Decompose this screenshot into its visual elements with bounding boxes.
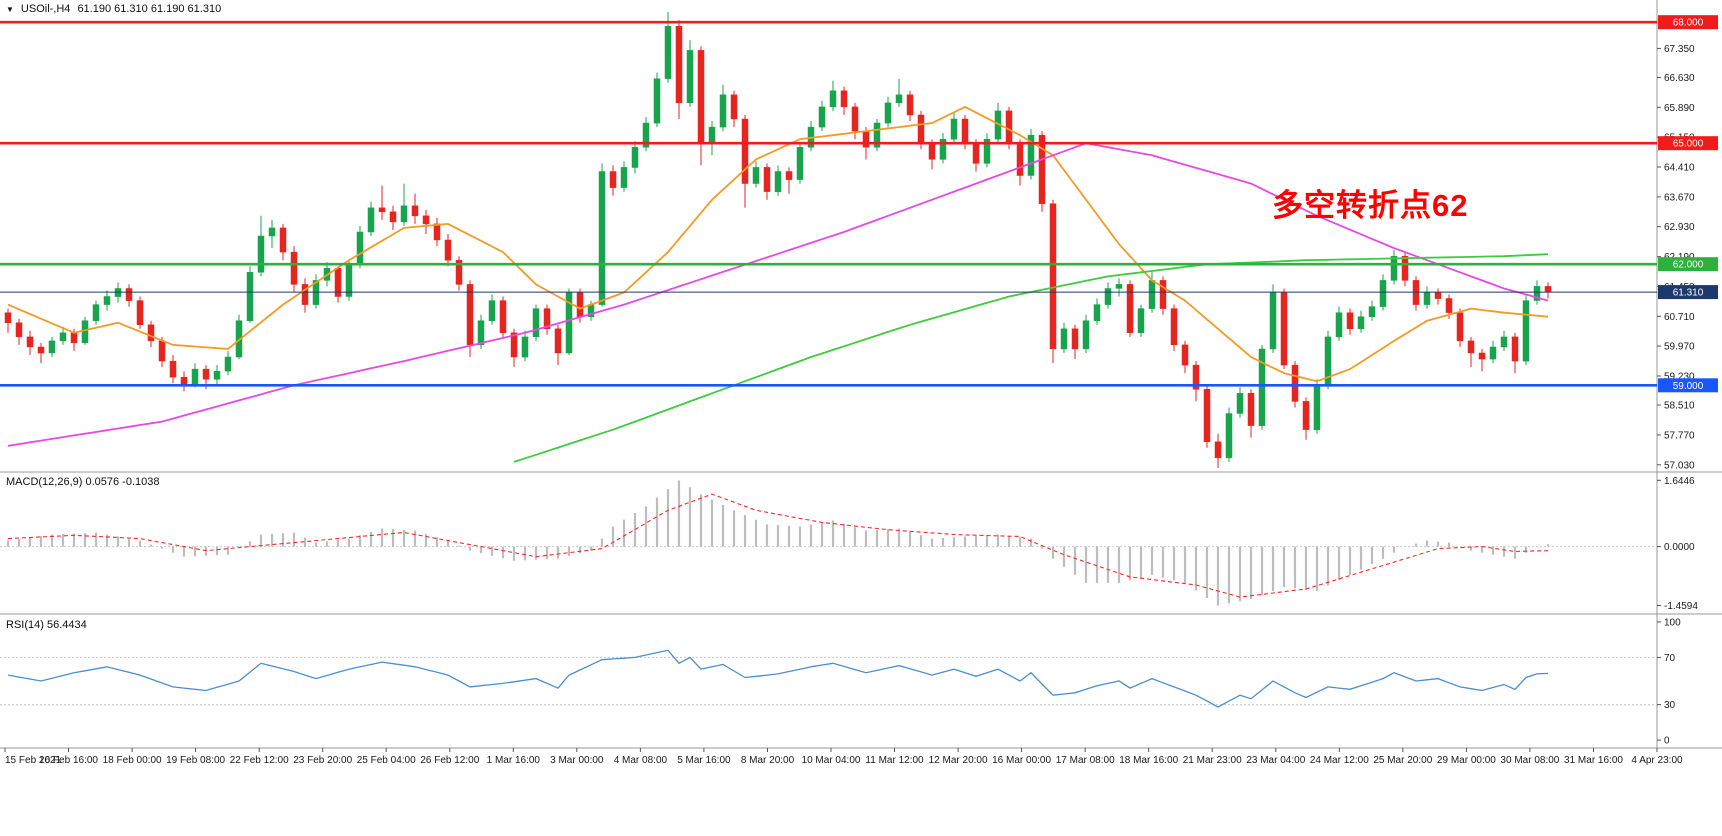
svg-text:5 Mar 16:00: 5 Mar 16:00 [677,755,731,766]
svg-text:65.000: 65.000 [1673,139,1704,150]
svg-text:23 Feb 20:00: 23 Feb 20:00 [293,755,352,766]
ohlc-values: 61.190 61.310 61.190 61.310 [77,3,222,15]
svg-text:16 Mar 00:00: 16 Mar 00:00 [992,755,1051,766]
svg-text:4 Apr 23:00: 4 Apr 23:00 [1631,755,1683,766]
svg-text:11 Mar 12:00: 11 Mar 12:00 [865,755,924,766]
triangle-down-icon[interactable]: ▼ [6,4,14,14]
price-axis[interactable]: 67.35066.63065.89065.15064.41063.67062.9… [1657,15,1718,471]
svg-text:30: 30 [1664,700,1676,711]
svg-text:57.770: 57.770 [1664,430,1695,441]
svg-text:29 Mar 00:00: 29 Mar 00:00 [1437,755,1496,766]
svg-text:21 Mar 23:00: 21 Mar 23:00 [1183,755,1242,766]
svg-text:62.930: 62.930 [1664,222,1695,233]
horizontal-lines-layer[interactable] [0,20,1657,387]
macd-panel: 1.6446 0.0000 -1.4594 [0,476,1698,612]
svg-text:26 Feb 12:00: 26 Feb 12:00 [420,755,479,766]
svg-text:0: 0 [1664,736,1670,747]
svg-text:24 Mar 12:00: 24 Mar 12:00 [1310,755,1369,766]
svg-text:12 Mar 20:00: 12 Mar 20:00 [929,755,988,766]
svg-text:62.000: 62.000 [1673,260,1704,271]
svg-text:3 Mar 00:00: 3 Mar 00:00 [550,755,604,766]
svg-text:18 Mar 16:00: 18 Mar 16:00 [1119,755,1178,766]
ma-fast-orange [7,105,1549,383]
symbol-period-label: USOil-,H4 [20,3,71,15]
svg-text:70: 70 [1664,653,1676,664]
svg-text:30 Mar 08:00: 30 Mar 08:00 [1500,755,1559,766]
svg-text:0.0000: 0.0000 [1664,542,1695,553]
svg-text:59.230: 59.230 [1664,372,1695,383]
svg-text:8 Mar 20:00: 8 Mar 20:00 [741,755,795,766]
rsi-line [7,649,1549,708]
svg-text:59.970: 59.970 [1664,342,1695,353]
panel-separators [0,0,1722,749]
svg-text:23 Mar 04:00: 23 Mar 04:00 [1246,755,1305,766]
svg-text:-1.4594: -1.4594 [1664,601,1698,612]
svg-text:59.000: 59.000 [1673,381,1704,392]
svg-text:22 Feb 12:00: 22 Feb 12:00 [230,755,289,766]
svg-text:57.030: 57.030 [1664,460,1695,471]
candles-layer [4,12,1552,468]
chart-annotation-text[interactable]: 多空转折点62 [1272,188,1469,223]
svg-text:67.350: 67.350 [1664,44,1695,55]
chart-header: ▼ USOil-,H4 61.190 61.310 61.190 61.310 [6,3,221,15]
svg-text:63.670: 63.670 [1664,192,1695,203]
svg-text:10 Mar 04:00: 10 Mar 04:00 [802,755,861,766]
svg-text:68.000: 68.000 [1673,18,1704,29]
svg-text:31 Mar 16:00: 31 Mar 16:00 [1564,755,1623,766]
svg-text:25 Feb 04:00: 25 Feb 04:00 [357,755,416,766]
svg-text:60.710: 60.710 [1664,312,1695,323]
rsi-indicator-label: RSI(14) 56.4434 [6,619,87,631]
svg-text:18 Feb 00:00: 18 Feb 00:00 [103,755,162,766]
svg-text:16 Feb 16:00: 16 Feb 16:00 [39,755,98,766]
svg-text:25 Mar 20:00: 25 Mar 20:00 [1373,755,1432,766]
svg-text:65.890: 65.890 [1664,103,1695,114]
svg-text:15 Feb 2021: 15 Feb 2021 [5,755,62,766]
svg-text:66.630: 66.630 [1664,73,1695,84]
ma-slow-green [513,253,1549,463]
svg-text:1.6446: 1.6446 [1664,476,1695,487]
svg-text:19 Feb 08:00: 19 Feb 08:00 [166,755,225,766]
svg-text:17 Mar 08:00: 17 Mar 08:00 [1056,755,1115,766]
rsi-panel: 100 70 30 0 [0,617,1681,747]
svg-text:64.410: 64.410 [1664,163,1695,174]
macd-signal-line [7,493,1549,598]
svg-text:58.510: 58.510 [1664,401,1695,412]
svg-text:1 Mar 16:00: 1 Mar 16:00 [487,755,541,766]
macd-indicator-label: MACD(12,26,9) 0.0576 -0.1038 [6,476,160,488]
svg-text:61.310: 61.310 [1673,288,1704,299]
ma-mid-magenta [7,142,1549,447]
svg-text:100: 100 [1664,617,1681,628]
svg-text:4 Mar 08:00: 4 Mar 08:00 [614,755,668,766]
